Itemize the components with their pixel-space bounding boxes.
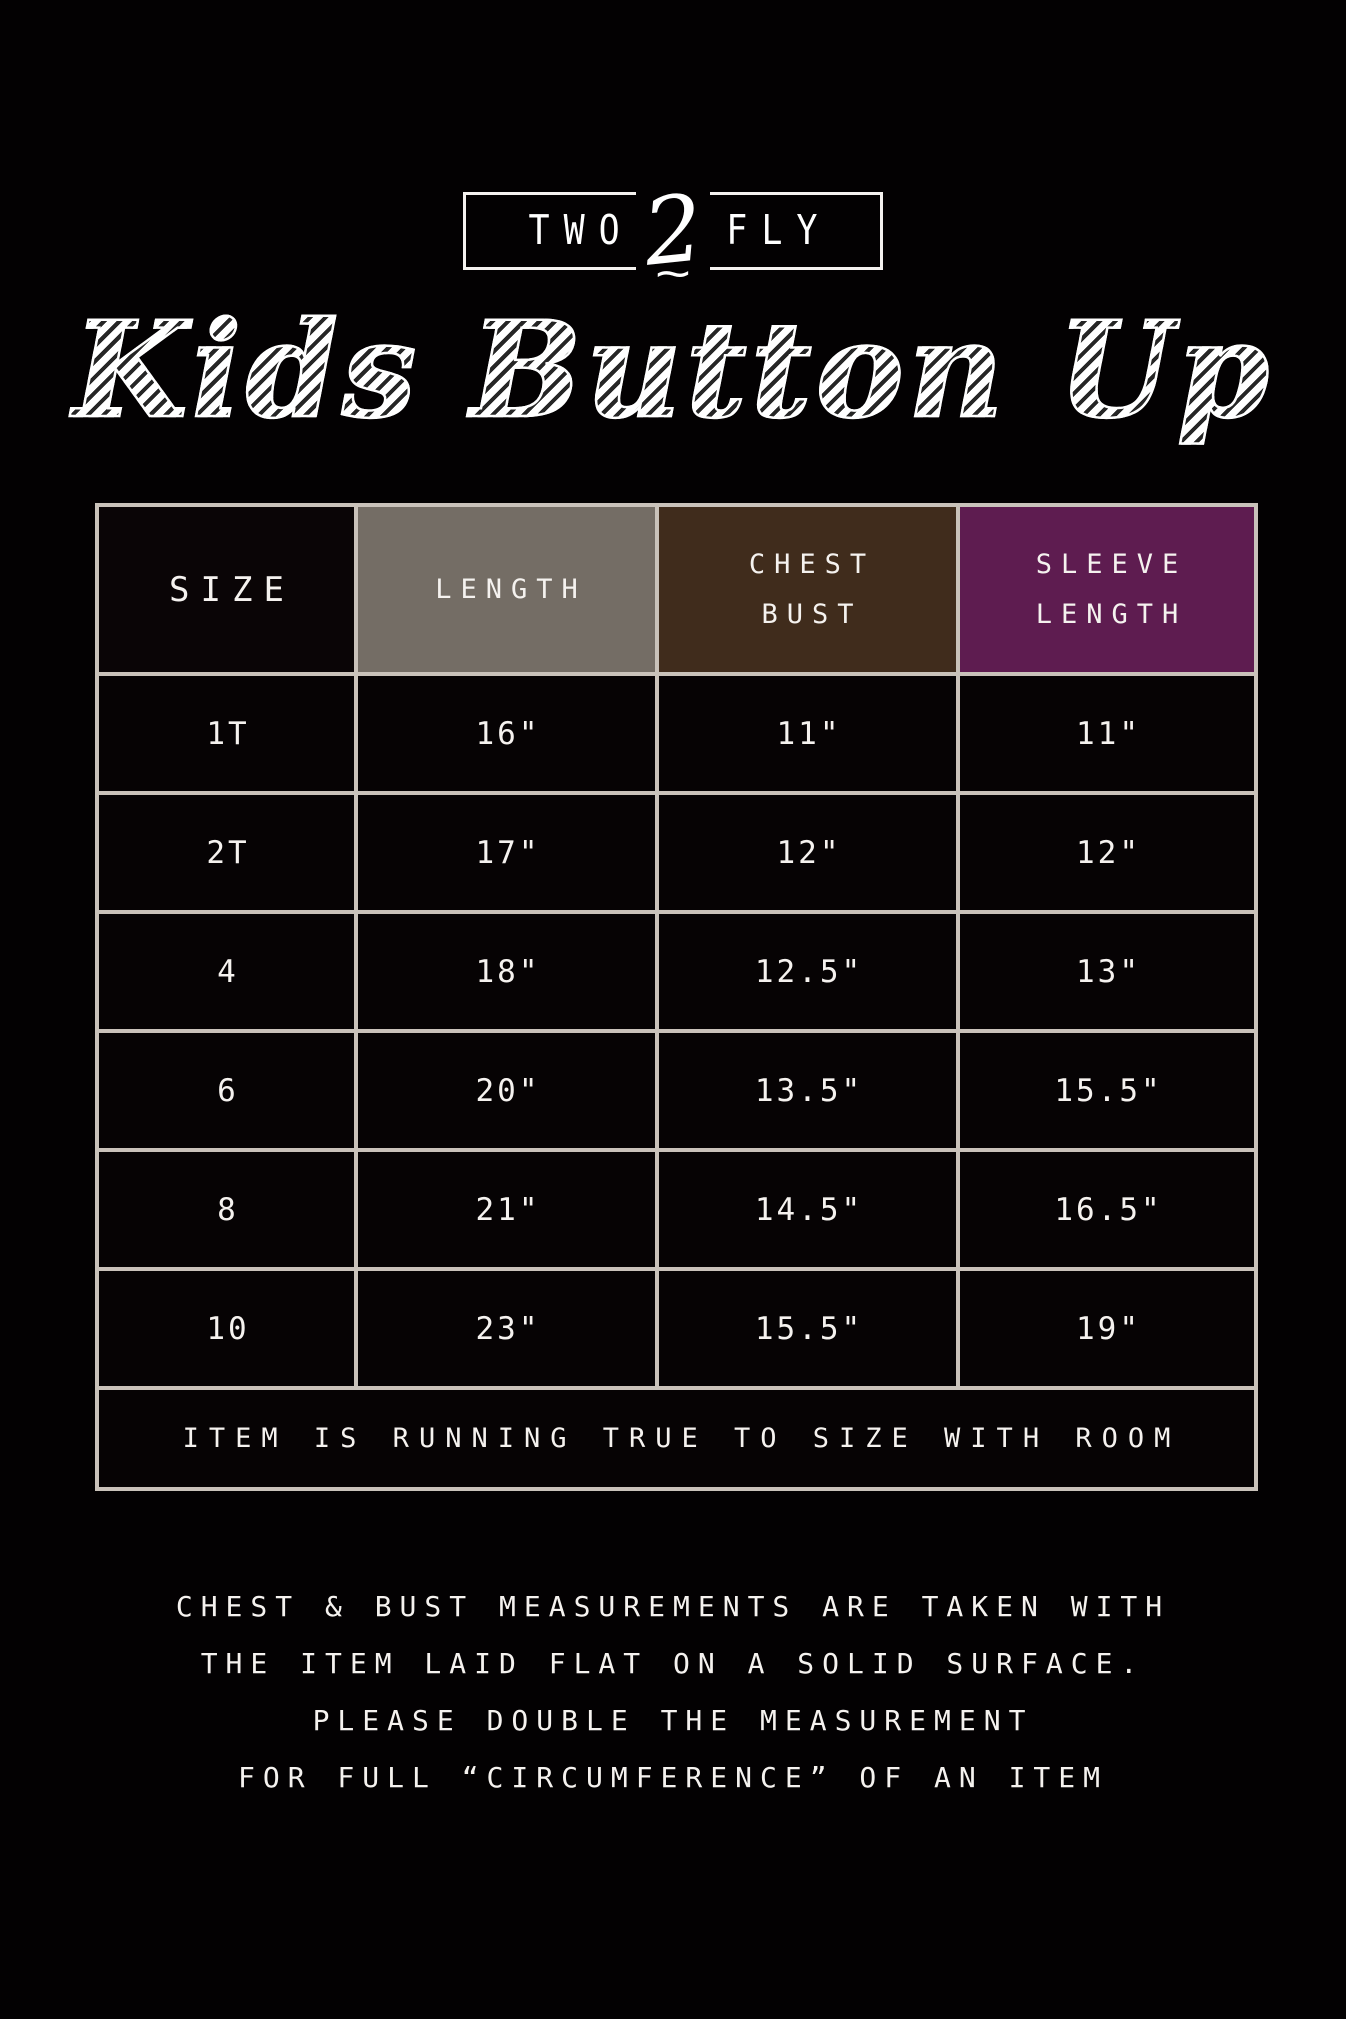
- row-2t-sleeve: 12": [960, 795, 1254, 910]
- table-footer-note: ITEM IS RUNNING TRUE TO SIZE WITH ROOM: [99, 1390, 1254, 1487]
- row-8-length: 21": [358, 1152, 655, 1267]
- row-4-sleeve: 13": [960, 914, 1254, 1029]
- row-2t-length: 17": [358, 795, 655, 910]
- col-header-length-label: LENGTH: [435, 573, 587, 605]
- row-8-sleeve: 16.5": [960, 1152, 1254, 1267]
- col-header-sleeve-length: SLEEVE LENGTH: [960, 507, 1254, 672]
- row-1t-length: 16": [358, 676, 655, 791]
- row-4-length: 18": [358, 914, 655, 1029]
- col-header-chest-line2: BUST: [761, 598, 863, 630]
- brand-squiggle-icon: ~: [655, 248, 691, 297]
- row-6-sleeve: 15.5": [960, 1033, 1254, 1148]
- brand-numeral-wrap: 2 ~: [635, 170, 711, 297]
- row-6-size: 6: [99, 1033, 354, 1148]
- row-4-chest: 12.5": [659, 914, 956, 1029]
- row-10-length: 23": [358, 1271, 655, 1386]
- row-2t-size: 2T: [99, 795, 354, 910]
- col-header-length: LENGTH: [358, 507, 655, 672]
- col-header-sleeve-line2: LENGTH: [1035, 598, 1188, 630]
- col-header-size-label: SIZE: [169, 569, 295, 610]
- notes-line-2: THE ITEM LAID FLAT ON A SOLID SURFACE.: [200, 1647, 1146, 1680]
- row-4-size: 4: [99, 914, 354, 1029]
- row-6-chest: 13.5": [659, 1033, 956, 1148]
- col-header-chest-bust: CHEST BUST: [659, 507, 956, 672]
- row-10-size: 10: [99, 1271, 354, 1386]
- notes-line-1: CHEST & BUST MEASUREMENTS ARE TAKEN WITH: [175, 1590, 1171, 1623]
- row-1t-size: 1T: [99, 676, 354, 791]
- size-chart-table: SIZE LENGTH CHEST BUST SLEEVE LENGTH 1T …: [95, 503, 1258, 1491]
- notes-line-4: FOR FULL “CIRCUMFERENCE” OF AN ITEM: [237, 1761, 1108, 1794]
- col-header-size: SIZE: [99, 507, 354, 672]
- row-8-chest: 14.5": [659, 1152, 956, 1267]
- row-1t-chest: 11": [659, 676, 956, 791]
- brand-logo: TWO 2 ~ FLY: [463, 170, 883, 294]
- brand-word-fly: FLY: [726, 207, 832, 255]
- col-header-chest-line1: CHEST: [748, 548, 876, 580]
- row-1t-sleeve: 11": [960, 676, 1254, 791]
- page-title: Kids Button Up: [0, 288, 1346, 453]
- row-10-sleeve: 19": [960, 1271, 1254, 1386]
- row-8-size: 8: [99, 1152, 354, 1267]
- row-10-chest: 15.5": [659, 1271, 956, 1386]
- col-header-sleeve-line1: SLEEVE: [1035, 548, 1188, 580]
- brand-word-two: TWO: [528, 207, 634, 255]
- notes-line-3: PLEASE DOUBLE THE MEASUREMENT: [312, 1704, 1034, 1737]
- row-2t-chest: 12": [659, 795, 956, 910]
- row-6-length: 20": [358, 1033, 655, 1148]
- measurement-notes: CHEST & BUST MEASUREMENTS ARE TAKEN WITH…: [0, 1578, 1346, 1806]
